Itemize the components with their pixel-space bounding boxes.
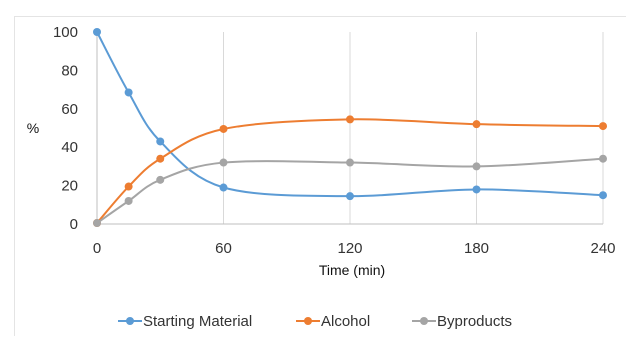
data-point-byproducts xyxy=(93,219,101,228)
data-point-starting-material xyxy=(93,28,101,36)
x-tick-label: 120 xyxy=(337,240,362,257)
data-point-alcohol xyxy=(219,124,228,133)
series-lines xyxy=(93,28,607,228)
x-tick-label: 60 xyxy=(215,240,232,257)
data-point-byproducts xyxy=(124,196,133,205)
data-point-byproducts xyxy=(346,158,354,167)
data-point-alcohol xyxy=(124,182,133,191)
y-tick-label: 40 xyxy=(61,139,78,156)
x-tick-label: 240 xyxy=(590,240,615,257)
legend: Starting Material Alcohol Byproducts xyxy=(118,313,512,330)
data-point-starting-material xyxy=(346,192,354,201)
x-tick-label: 180 xyxy=(464,240,489,257)
data-point-starting-material xyxy=(219,183,228,192)
data-point-starting-material xyxy=(599,191,607,200)
legend-label-byproducts: Byproducts xyxy=(437,313,512,330)
legend-label-starting-material: Starting Material xyxy=(143,313,252,330)
data-point-alcohol xyxy=(156,154,165,163)
legend-marker-starting-material xyxy=(126,317,134,325)
axes: 0 20 40 60 80 100 0 60 120 180 240 Time (min)% xyxy=(27,24,616,278)
data-point-alcohol xyxy=(346,115,354,124)
data-point-byproducts xyxy=(156,175,165,184)
data-point-byproducts xyxy=(599,154,607,163)
data-point-starting-material xyxy=(472,185,481,194)
data-point-byproducts xyxy=(219,158,228,167)
data-point-alcohol xyxy=(472,120,481,129)
series-line-alcohol xyxy=(96,118,604,224)
data-point-alcohol xyxy=(599,122,607,131)
x-tick-label: 0 xyxy=(93,240,101,257)
legend-label-alcohol: Alcohol xyxy=(321,313,370,330)
y-tick-label: 100 xyxy=(53,24,78,41)
y-tick-label: 20 xyxy=(61,178,78,195)
y-axis-title: % xyxy=(27,120,39,136)
y-tick-label: 0 xyxy=(70,216,78,233)
data-point-starting-material xyxy=(124,88,133,97)
y-tick-label: 60 xyxy=(61,101,78,118)
legend-marker-byproducts xyxy=(420,317,428,325)
data-point-starting-material xyxy=(156,137,165,146)
y-tick-label: 80 xyxy=(61,62,78,79)
legend-marker-alcohol xyxy=(304,317,312,325)
x-axis-title: Time (min) xyxy=(319,262,385,278)
series-line-byproducts xyxy=(96,157,604,224)
data-point-byproducts xyxy=(472,162,481,171)
